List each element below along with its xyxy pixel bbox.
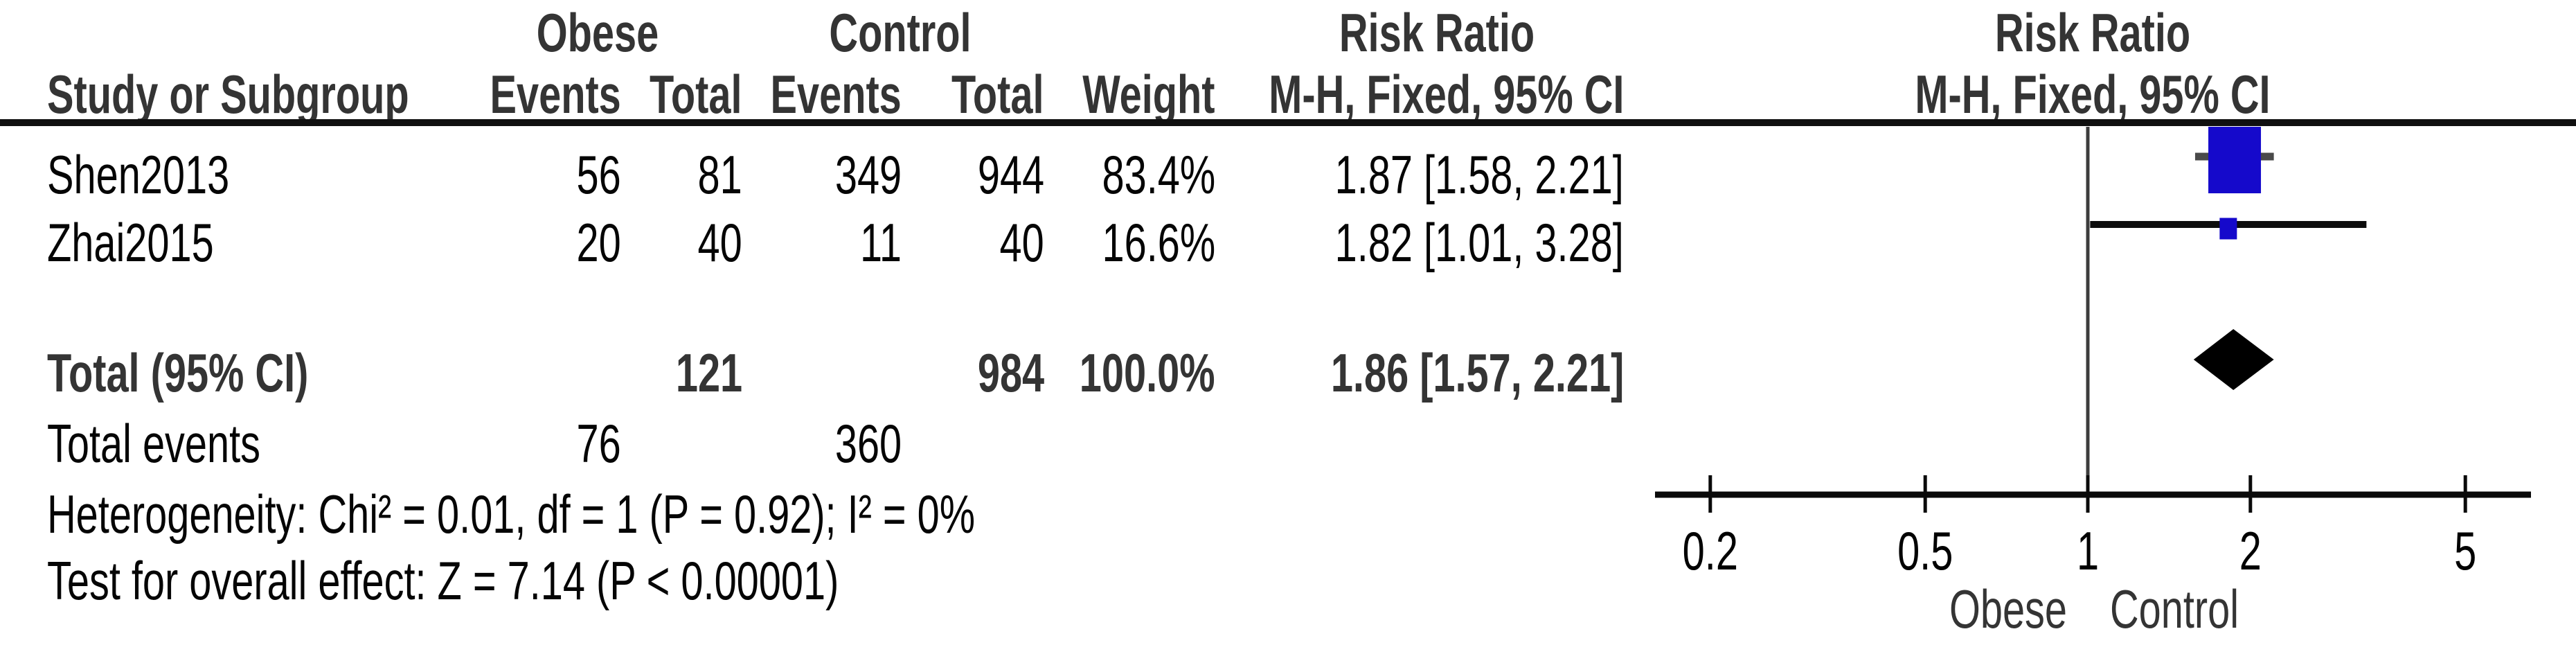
x-axis-tick-label: 2 xyxy=(2239,521,2262,582)
header-underline xyxy=(0,119,2576,126)
risk-ratio-ci-value: 1.87 [1.58, 2.21] xyxy=(1334,144,1624,205)
overall-effect-text: Test for overall effect: Z = 7.14 (P < 0… xyxy=(47,550,839,611)
study-row: Zhai2015 20 40 11 40 16.6% 1.82 [1.01, 3… xyxy=(0,215,2576,270)
study-row: Shen2013 56 81 349 944 83.4% 1.87 [1.58,… xyxy=(0,148,2576,202)
total-row: Total (95% CI) 121 984 100.0% 1.86 [1.57… xyxy=(0,346,2576,400)
control-events-value: 349 xyxy=(834,144,902,205)
axis-label-control: Control xyxy=(2110,579,2239,640)
study-marker-square xyxy=(2219,218,2237,240)
x-axis-tick xyxy=(2463,475,2467,513)
group-header-obese: Obese xyxy=(536,2,659,63)
x-axis-tick xyxy=(1708,475,1712,513)
total-events-control-value: 360 xyxy=(834,413,902,474)
group-header-risk-ratio-right: Risk Ratio xyxy=(1994,2,2191,63)
group-header-control: Control xyxy=(829,2,972,63)
obese-total-value: 81 xyxy=(697,144,742,205)
obese-total-value: 40 xyxy=(697,212,742,273)
col-header-mh-left: M-H, Fixed, 95% CI xyxy=(1268,64,1624,125)
risk-ratio-ci-value: 1.82 [1.01, 3.28] xyxy=(1334,212,1624,273)
axis-label-obese: Obese xyxy=(1949,579,2067,640)
x-axis-tick-label: 1 xyxy=(2077,521,2099,582)
null-effect-line xyxy=(2086,127,2090,513)
header-group-row: Obese Control Risk Ratio Risk Ratio xyxy=(0,6,2576,60)
study-name: Zhai2015 xyxy=(47,212,214,273)
col-header-control-events: Events xyxy=(770,64,902,125)
x-axis-line xyxy=(1655,491,2531,498)
study-name: Shen2013 xyxy=(47,144,230,205)
col-header-obese-total: Total xyxy=(650,64,742,125)
total-weight-value: 100.0% xyxy=(1080,342,1215,403)
group-header-risk-ratio-left: Risk Ratio xyxy=(1339,2,1535,63)
total-label: Total (95% CI) xyxy=(47,342,309,403)
control-total-value: 40 xyxy=(999,212,1044,273)
col-header-mh-right: M-H, Fixed, 95% CI xyxy=(1915,64,2271,125)
x-axis-tick xyxy=(2248,475,2253,513)
obese-events-value: 56 xyxy=(576,144,621,205)
total-control-total-value: 984 xyxy=(977,342,1044,403)
weight-value: 83.4% xyxy=(1102,144,1215,205)
heterogeneity-row: Heterogeneity: Chi² = 0.01, df = 1 (P = … xyxy=(0,487,2576,541)
x-axis-tick-label: 0.5 xyxy=(1897,521,1953,582)
study-marker-square xyxy=(2208,127,2262,193)
total-events-label: Total events xyxy=(47,413,261,474)
overall-effect-row: Test for overall effect: Z = 7.14 (P < 0… xyxy=(0,554,2576,608)
total-obese-total-value: 121 xyxy=(675,342,742,403)
weight-value: 16.6% xyxy=(1102,212,1215,273)
x-axis-tick xyxy=(1923,475,1927,513)
x-axis-tick xyxy=(2086,475,2090,513)
col-header-control-total: Total xyxy=(951,64,1044,125)
total-events-obese-value: 76 xyxy=(576,413,621,474)
x-axis-tick-label: 5 xyxy=(2454,521,2476,582)
column-header-row: Study or Subgroup Events Total Events To… xyxy=(0,67,2576,121)
x-axis-tick-label: 0.2 xyxy=(1683,521,1738,582)
control-total-value: 944 xyxy=(977,144,1044,205)
obese-events-value: 20 xyxy=(576,212,621,273)
col-header-study: Study or Subgroup xyxy=(47,64,409,125)
total-events-row: Total events 76 360 xyxy=(0,416,2576,470)
col-header-obese-events: Events xyxy=(490,64,621,125)
col-header-weight: Weight xyxy=(1082,64,1215,125)
total-risk-ratio-ci-value: 1.86 [1.57, 2.21] xyxy=(1330,342,1624,403)
heterogeneity-text: Heterogeneity: Chi² = 0.01, df = 1 (P = … xyxy=(47,484,976,545)
control-events-value: 11 xyxy=(860,212,902,273)
summary-diamond xyxy=(2193,329,2274,390)
